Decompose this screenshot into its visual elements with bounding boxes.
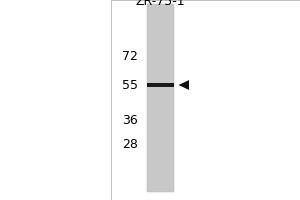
Text: 36: 36 <box>122 114 138 127</box>
Text: ZR-75-1: ZR-75-1 <box>136 0 185 8</box>
Bar <box>0 0 111 200</box>
Text: 55: 55 <box>122 79 138 92</box>
Text: 28: 28 <box>122 138 138 150</box>
Bar <box>147 83 174 87</box>
Bar <box>147 4 174 192</box>
Bar <box>111 0 300 200</box>
Text: 72: 72 <box>122 49 138 62</box>
Polygon shape <box>178 80 189 90</box>
